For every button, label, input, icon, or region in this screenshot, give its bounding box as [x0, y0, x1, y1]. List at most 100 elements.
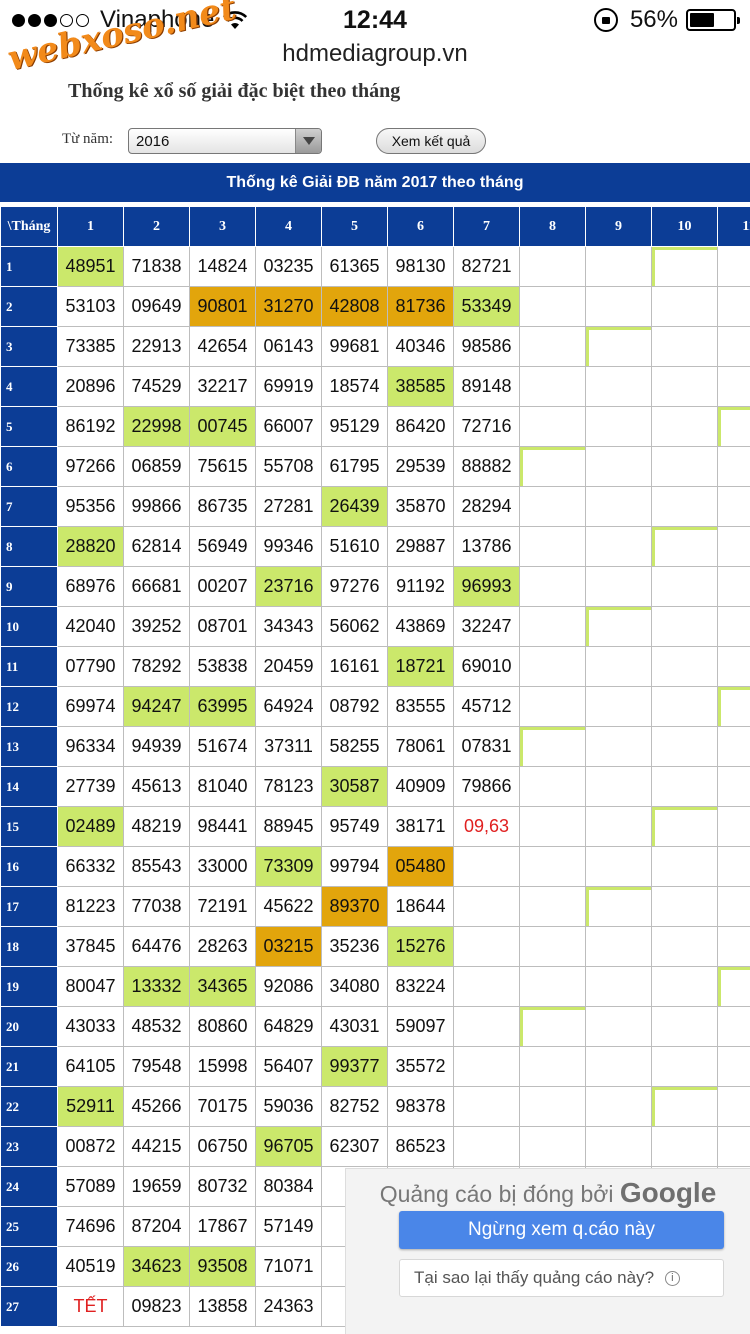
- empty-cell: [519, 966, 586, 1007]
- table-row: 1 48951 71838 14824 03235 61365 98130 82721: [0, 246, 750, 287]
- address-bar-url[interactable]: hdmediagroup.vn: [282, 40, 468, 67]
- result-cell: 99866: [123, 486, 190, 527]
- day-cell: 4: [0, 366, 58, 407]
- result-cell: 71071: [255, 1246, 322, 1287]
- empty-cell: [585, 726, 652, 767]
- empty-cell: [585, 366, 652, 407]
- empty-cell: [585, 526, 652, 567]
- result-cell: 03215: [255, 926, 322, 967]
- result-cell: 31270: [255, 286, 322, 327]
- empty-cell: [585, 1126, 652, 1167]
- empty-cell: [651, 846, 718, 887]
- empty-cell: [717, 446, 750, 487]
- result-cell: 26439: [321, 486, 388, 527]
- result-cell: 37845: [57, 926, 124, 967]
- month-header: 2: [123, 206, 190, 247]
- empty-cell: [717, 406, 750, 447]
- battery-icon: [686, 9, 740, 31]
- result-cell: 35870: [387, 486, 454, 527]
- empty-cell: [519, 1126, 586, 1167]
- month-header: 5: [321, 206, 388, 247]
- empty-cell: [651, 766, 718, 807]
- year-select[interactable]: 2016: [128, 128, 322, 154]
- chevron-down-icon[interactable]: [295, 129, 321, 153]
- result-cell: 86735: [189, 486, 256, 527]
- empty-cell: [585, 686, 652, 727]
- result-cell: 08792: [321, 686, 388, 727]
- result-cell: 29539: [387, 446, 454, 487]
- day-cell: 26: [0, 1246, 58, 1287]
- result-cell: 95749: [321, 806, 388, 847]
- result-cell: 96993: [453, 566, 520, 607]
- result-cell: 72716: [453, 406, 520, 447]
- table-row: 7 95356 99866 86735 27281 26439 35870 28294: [0, 486, 750, 527]
- result-cell: 06143: [255, 326, 322, 367]
- table-row: 23 00872 44215 06750 96705 62307 86523: [0, 1126, 750, 1167]
- empty-cell: [585, 1086, 652, 1127]
- why-ad-button[interactable]: Tại sao lại thấy quảng cáo này? i: [399, 1259, 724, 1297]
- result-cell: 83555: [387, 686, 454, 727]
- empty-cell: [651, 406, 718, 447]
- result-cell: 69974: [57, 686, 124, 727]
- table-row: 10 42040 39252 08701 34343 56062 43869 32247: [0, 606, 750, 647]
- result-cell: 55708: [255, 446, 322, 487]
- empty-cell: [717, 726, 750, 767]
- result-cell: 91192: [387, 566, 454, 607]
- status-left: Vinaphone: [12, 6, 248, 34]
- empty-cell: [585, 486, 652, 527]
- day-cell: 19: [0, 966, 58, 1007]
- empty-cell: [651, 246, 718, 287]
- result-cell: 98378: [387, 1086, 454, 1127]
- result-cell: 99377: [321, 1046, 388, 1087]
- result-cell: 56062: [321, 606, 388, 647]
- result-cell: 17867: [189, 1206, 256, 1247]
- empty-cell: [651, 726, 718, 767]
- day-cell: 12: [0, 686, 58, 727]
- month-header: 11: [717, 206, 750, 247]
- result-cell: 98130: [387, 246, 454, 287]
- day-cell: 5: [0, 406, 58, 447]
- empty-cell: [453, 1006, 520, 1047]
- result-cell: 28294: [453, 486, 520, 527]
- result-cell: 30587: [321, 766, 388, 807]
- result-cell: 63995: [189, 686, 256, 727]
- signal-dot-icon: [28, 13, 41, 27]
- empty-cell: [651, 566, 718, 607]
- result-cell: TẾT: [57, 1286, 124, 1327]
- day-cell: 25: [0, 1206, 58, 1247]
- battery-fill: [690, 13, 714, 27]
- table-row: 4 20896 74529 32217 69919 18574 38585 89148: [0, 366, 750, 407]
- result-cell: 09,63: [453, 806, 520, 847]
- result-cell: 94247: [123, 686, 190, 727]
- why-ad-label: Tại sao lại thấy quảng cáo này?: [414, 1268, 655, 1287]
- empty-cell: [651, 326, 718, 367]
- day-cell: 22: [0, 1086, 58, 1127]
- month-header: 8: [519, 206, 586, 247]
- empty-cell: [651, 526, 718, 567]
- empty-cell: [717, 526, 750, 567]
- empty-cell: [453, 846, 520, 887]
- view-results-button[interactable]: Xem kết quả: [376, 128, 486, 154]
- day-cell: 2: [0, 286, 58, 327]
- stop-ad-button[interactable]: Ngừng xem q.cáo này: [399, 1211, 724, 1249]
- day-cell: 9: [0, 566, 58, 607]
- result-cell: 58255: [321, 726, 388, 767]
- empty-cell: [519, 486, 586, 527]
- day-cell: 8: [0, 526, 58, 567]
- empty-cell: [453, 1126, 520, 1167]
- table-row: 16 66332 85543 33000 73309 99794 05480: [0, 846, 750, 887]
- result-cell: 40346: [387, 326, 454, 367]
- result-cell: 42808: [321, 286, 388, 327]
- result-cell: 45622: [255, 886, 322, 927]
- result-cell: 33000: [189, 846, 256, 887]
- table-row: 6 97266 06859 75615 55708 61795 29539 88882: [0, 446, 750, 487]
- result-cell: 62814: [123, 526, 190, 567]
- table-row: 21 64105 79548 15998 56407 99377 35572: [0, 1046, 750, 1087]
- carrier-name: Vinaphone: [100, 6, 215, 33]
- result-cell: 39252: [123, 606, 190, 647]
- empty-cell: [717, 886, 750, 927]
- result-cell: 80860: [189, 1006, 256, 1047]
- result-cell: 23716: [255, 566, 322, 607]
- result-cell: 97276: [321, 566, 388, 607]
- result-cell: 22913: [123, 326, 190, 367]
